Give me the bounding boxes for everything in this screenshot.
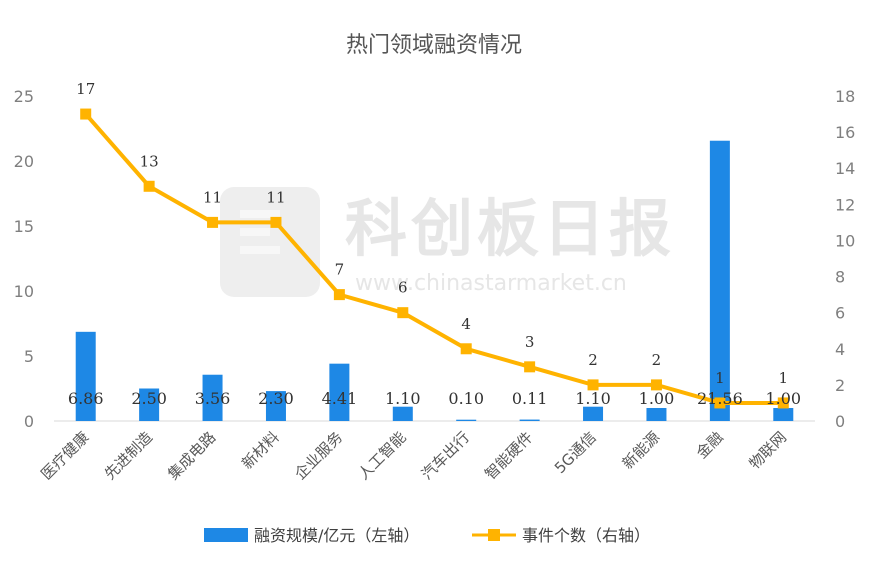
- left-tick-label: 25: [14, 87, 34, 106]
- point-value-label: 3: [525, 333, 535, 351]
- point-value-label: 13: [140, 152, 159, 170]
- point-value-label: 11: [203, 188, 222, 206]
- right-tick-label: 12: [835, 195, 855, 214]
- legend-bar-swatch: [204, 528, 248, 542]
- line-point: [587, 379, 599, 391]
- bar: [139, 388, 160, 421]
- category-label: 5G通信: [551, 428, 600, 477]
- bar-series: [75, 140, 794, 421]
- bar-value-label: 1.00: [765, 389, 801, 408]
- bar-value-label: 1.10: [385, 389, 421, 408]
- bar-value-label: 2.30: [258, 389, 294, 408]
- bar: [456, 419, 477, 421]
- category-label: 先进制造: [101, 428, 156, 483]
- point-value-label: 1: [779, 369, 789, 387]
- line-point: [333, 289, 345, 301]
- left-tick-label: 5: [24, 347, 34, 366]
- bar: [519, 419, 540, 421]
- watermark-logo-bar: [240, 210, 280, 218]
- bar-value-label: 1.00: [639, 389, 675, 408]
- watermark-logo-bar: [240, 228, 270, 236]
- bar-data-labels: 6.86 2.50 3.56 2.30 4.41 1.10 0.10 0.11 1.10 1.00…: [68, 389, 801, 408]
- watermark-text: 科创板日报: [345, 192, 675, 265]
- right-tick-label: 2: [835, 376, 845, 395]
- bar: [329, 363, 350, 421]
- right-tick-label: 4: [835, 340, 845, 359]
- bar-value-label: 4.41: [322, 389, 358, 408]
- right-tick-label: 14: [835, 159, 855, 178]
- category-labels: 医疗健康 先进制造 集成电路 新材料 企业服务 人工智能 汽车出行 智能硬件 5G通信 新能源 金融…: [37, 428, 790, 483]
- watermark-url: www.chinastarmarket.cn: [355, 271, 627, 296]
- right-tick-label: 16: [835, 123, 855, 142]
- point-value-label: 2: [652, 351, 662, 369]
- point-value-label: 4: [461, 315, 471, 333]
- line-point: [650, 379, 662, 391]
- line-point: [460, 343, 472, 355]
- legend-line-label: 事件个数（右轴）: [522, 526, 650, 545]
- bar-value-label: 3.56: [195, 389, 231, 408]
- left-tick-label: 15: [14, 217, 34, 236]
- watermark-logo-bar: [240, 246, 280, 254]
- legend: 融资规模/亿元（左轴） 事件个数（右轴）: [204, 526, 650, 545]
- category-label: 物联网: [746, 428, 791, 473]
- right-axis: 0 2 4 6 8 10 12 14 16 18: [835, 87, 855, 431]
- bar: [75, 331, 96, 421]
- category-label: 金融: [693, 428, 727, 462]
- bar: [773, 408, 794, 421]
- point-value-label: 6: [398, 279, 408, 297]
- category-label: 新能源: [619, 428, 664, 473]
- line-point: [524, 361, 536, 373]
- point-value-label: 7: [335, 261, 345, 279]
- category-label: 新材料: [238, 428, 283, 473]
- bar: [265, 391, 286, 421]
- category-label: 人工智能: [354, 428, 409, 483]
- category-label: 医疗健康: [37, 428, 92, 483]
- right-tick-label: 10: [835, 231, 855, 250]
- right-tick-label: 8: [835, 268, 845, 287]
- point-value-label: 11: [266, 188, 285, 206]
- series-line: [84, 112, 784, 405]
- category-label: 智能硬件: [481, 428, 536, 483]
- right-tick-label: 0: [835, 412, 845, 431]
- bar-value-label: 2.50: [131, 389, 167, 408]
- legend-bar-label: 融资规模/亿元（左轴）: [254, 526, 419, 545]
- category-label: 集成电路: [164, 428, 219, 483]
- bar: [202, 374, 223, 421]
- point-value-label: 1: [715, 369, 725, 387]
- line-series: [80, 108, 789, 409]
- left-tick-label: 10: [14, 282, 34, 301]
- line-point: [777, 397, 789, 409]
- bar-value-label: 0.10: [448, 389, 484, 408]
- point-value-label: 2: [588, 351, 598, 369]
- category-label: 企业服务: [291, 428, 346, 483]
- point-value-label: 17: [76, 80, 95, 98]
- line-point: [397, 307, 409, 319]
- left-tick-label: 20: [14, 152, 34, 171]
- legend-line-marker: [488, 529, 500, 541]
- right-tick-label: 18: [835, 87, 855, 106]
- bar: [392, 406, 413, 421]
- bar-value-label: 6.86: [68, 389, 104, 408]
- bar-value-label: 0.11: [512, 389, 548, 408]
- bar-value-label: 21.56: [697, 389, 743, 408]
- line-point: [143, 180, 155, 192]
- watermark: 科创板日报 www.chinastarmarket.cn: [220, 187, 675, 297]
- right-tick-label: 6: [835, 304, 845, 323]
- line-point: [207, 216, 219, 228]
- line-point: [270, 216, 282, 228]
- chart-title: 热门领域融资情况: [346, 33, 522, 58]
- left-tick-label: 0: [24, 412, 34, 431]
- category-label: 汽车出行: [418, 428, 473, 483]
- left-axis: 0 5 10 15 20 25: [14, 87, 34, 431]
- line-point: [80, 108, 92, 120]
- line-point: [714, 397, 726, 409]
- bar: [709, 140, 730, 421]
- bar: [646, 408, 667, 421]
- bar: [583, 406, 604, 421]
- bar-value-label: 1.10: [575, 389, 611, 408]
